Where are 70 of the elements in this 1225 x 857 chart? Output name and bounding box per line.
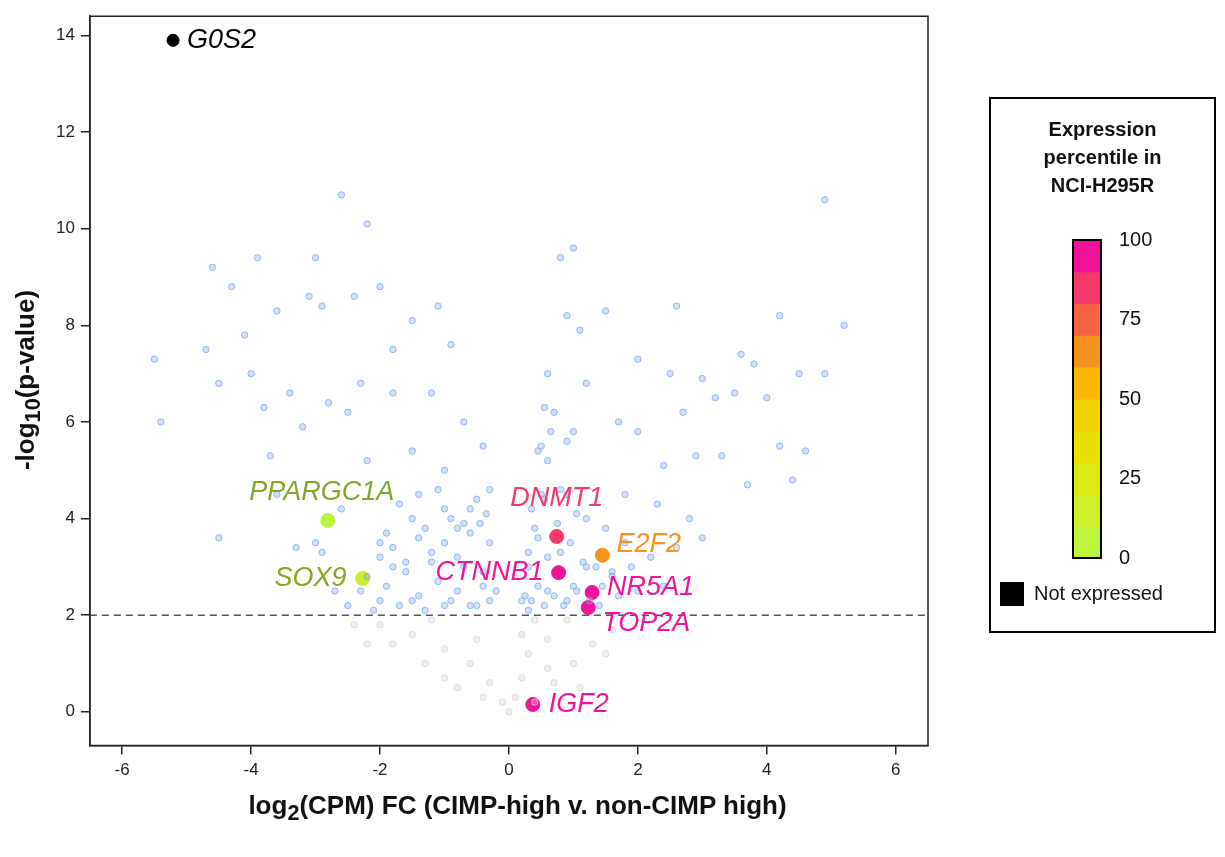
annotation: NR5A1 bbox=[607, 570, 695, 601]
annotation: G0S2 bbox=[187, 23, 257, 54]
point bbox=[531, 616, 539, 624]
annotation: PPARGC1A bbox=[249, 476, 395, 507]
point bbox=[576, 683, 584, 692]
color-bar-label: 25 bbox=[1119, 466, 1142, 489]
y-tick-label: 2 bbox=[65, 604, 75, 624]
y-tick-label: 6 bbox=[65, 411, 75, 431]
point bbox=[511, 693, 520, 701]
point bbox=[518, 674, 526, 682]
y-tick-label: 8 bbox=[65, 315, 75, 335]
point bbox=[498, 698, 507, 706]
point bbox=[589, 640, 597, 648]
point bbox=[563, 616, 571, 624]
point bbox=[569, 659, 578, 668]
color-bar-title: Expression percentile in NCI-H295R bbox=[1043, 117, 1162, 196]
x-tick-label: -6 bbox=[114, 760, 130, 780]
y-tick-label: 4 bbox=[65, 508, 75, 528]
point bbox=[440, 674, 449, 682]
x-tick-label: 6 bbox=[891, 760, 901, 780]
point bbox=[421, 659, 429, 668]
y-tick-label: 10 bbox=[55, 218, 75, 238]
x-tick-label: -4 bbox=[243, 760, 259, 780]
point bbox=[363, 640, 371, 648]
annotation: CTNNB1 bbox=[435, 556, 544, 587]
point bbox=[584, 584, 600, 600]
point bbox=[473, 635, 481, 644]
point bbox=[525, 697, 541, 713]
point bbox=[543, 635, 552, 644]
annotation: DNMT1 bbox=[510, 481, 604, 512]
point bbox=[549, 528, 565, 544]
point bbox=[355, 570, 371, 586]
point bbox=[543, 664, 552, 673]
y-tick-label: 14 bbox=[55, 25, 75, 45]
point bbox=[524, 650, 532, 658]
x-tick-label: 4 bbox=[762, 760, 772, 780]
annotation: SOX9 bbox=[274, 561, 347, 592]
color-bar-label: 0 bbox=[1119, 545, 1131, 568]
point bbox=[518, 630, 526, 639]
point bbox=[580, 599, 596, 615]
annotation: E2F2 bbox=[616, 527, 681, 558]
color-bar-label: 50 bbox=[1119, 386, 1142, 409]
x-axis-title: log$_{2}$(CPM) FC (CIMP-high v. non-CIMP high) bbox=[247, 790, 788, 827]
annotation: TOP2A bbox=[602, 606, 691, 637]
y-tick-label: 0 bbox=[65, 701, 75, 721]
point bbox=[408, 630, 416, 639]
point bbox=[601, 650, 610, 658]
point bbox=[376, 621, 384, 629]
x-tick-label: 0 bbox=[504, 760, 514, 780]
point bbox=[505, 708, 513, 716]
point bbox=[350, 621, 358, 629]
legend-label: Not expressed bbox=[1034, 581, 1163, 604]
point bbox=[440, 645, 449, 653]
point bbox=[550, 679, 558, 687]
point bbox=[551, 565, 567, 581]
x-tick-label: -2 bbox=[372, 760, 388, 780]
point bbox=[389, 640, 397, 648]
point bbox=[320, 513, 336, 528]
point bbox=[453, 683, 462, 692]
color-bar-label: 75 bbox=[1119, 307, 1142, 330]
point bbox=[466, 659, 474, 668]
y-tick-label: 12 bbox=[55, 121, 75, 141]
point bbox=[479, 693, 487, 701]
annotation: IGF2 bbox=[548, 688, 609, 719]
point bbox=[166, 33, 180, 47]
x-tick-label: 2 bbox=[633, 760, 643, 780]
point bbox=[485, 679, 494, 687]
point bbox=[594, 547, 610, 563]
point bbox=[427, 616, 436, 624]
color-bar-label: 100 bbox=[1119, 227, 1153, 250]
